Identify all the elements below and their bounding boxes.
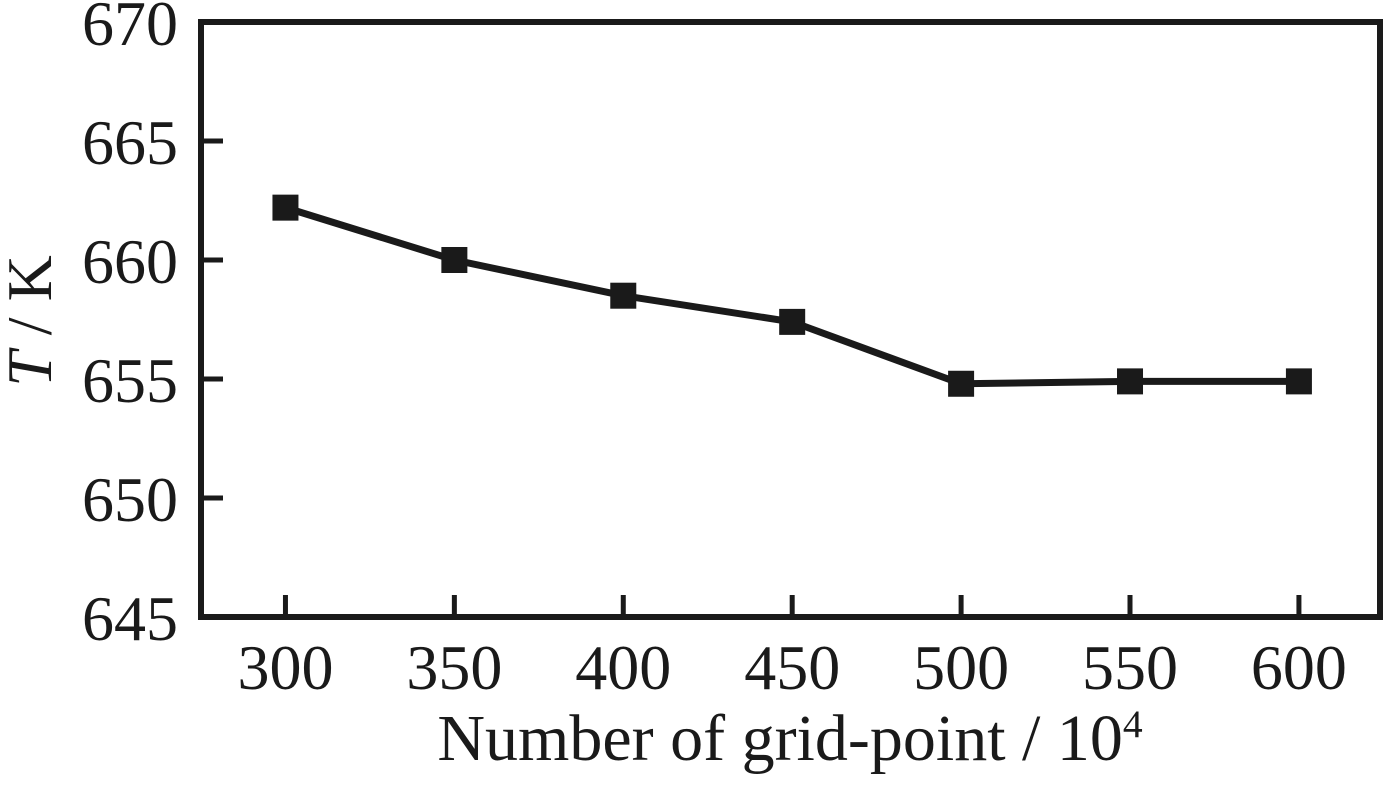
- data-point-marker: [1117, 368, 1144, 395]
- x-axis-title-superscript: 4: [1122, 702, 1143, 746]
- y-axis-unit-label: / K: [0, 255, 65, 352]
- data-point-marker: [272, 194, 299, 221]
- y-tick-label: 650: [82, 463, 178, 535]
- x-tick-label: 350: [406, 632, 503, 703]
- x-tick-label: 600: [1250, 632, 1347, 703]
- data-point-marker: [1285, 368, 1312, 395]
- y-tick-label: 660: [82, 225, 178, 297]
- data-point-marker: [779, 308, 806, 335]
- x-tick-label: 500: [913, 632, 1010, 703]
- x-axis-title: Number of grid-point / 104: [290, 699, 1290, 779]
- x-tick-label: 550: [1082, 632, 1178, 703]
- x-tick-label: 300: [237, 632, 334, 703]
- y-axis-title: T / K: [0, 121, 70, 521]
- y-tick-label: 645: [82, 582, 178, 654]
- data-point-marker: [948, 370, 975, 397]
- axis-box: [198, 19, 1383, 620]
- data-point-marker: [441, 247, 468, 273]
- x-tick-label: 400: [575, 632, 672, 703]
- data-line: [284, 204, 1299, 388]
- data-point-marker: [610, 282, 637, 309]
- x-tick-label: 450: [744, 632, 841, 703]
- x-axis-title-text: Number of grid-point / 10: [437, 702, 1123, 775]
- y-tick-label: 670: [82, 0, 178, 59]
- y-axis-variable-label: T: [0, 351, 65, 387]
- y-tick-label: 665: [82, 106, 178, 178]
- y-tick-label: 655: [82, 344, 178, 416]
